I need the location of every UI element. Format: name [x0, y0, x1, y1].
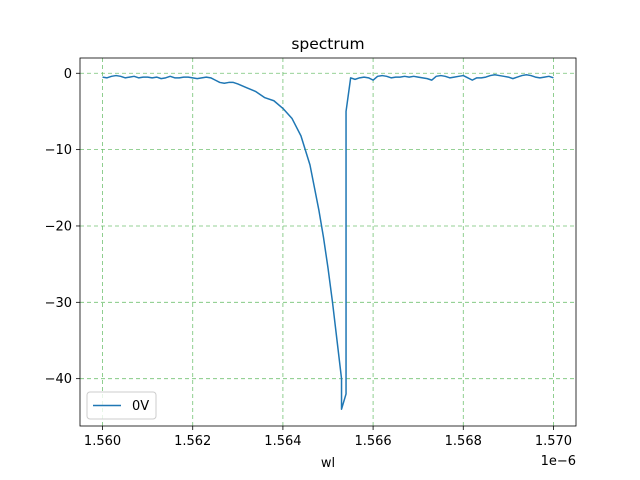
legend-label: 0V	[132, 399, 149, 414]
y-tick-label: −10	[45, 143, 72, 158]
chart-title: spectrum	[291, 35, 364, 53]
series-layer	[102, 74, 554, 410]
x-axis-label: wl	[321, 456, 335, 471]
series-line-0v	[102, 74, 554, 410]
y-tick-label: −20	[45, 219, 72, 234]
x-tick-label: 1.562	[174, 434, 211, 449]
y-tick-label: 0	[64, 67, 72, 82]
x-axis-ticks: 1.560 1.562 1.564 1.566 1.568 1.570	[84, 426, 572, 449]
y-tick-label: −40	[45, 372, 72, 387]
x-tick-label: 1.566	[354, 434, 391, 449]
plot-frame	[79, 57, 577, 427]
x-tick-label: 1.570	[535, 434, 572, 449]
grid-lines	[80, 58, 576, 426]
legend-box	[86, 391, 157, 420]
legend: 0V	[86, 391, 157, 420]
y-axis-ticks: 0 −10 −20 −30 −40	[45, 67, 80, 387]
y-tick-label: −30	[45, 296, 72, 311]
x-axis-offset-label: 1e−6	[541, 454, 576, 469]
x-tick-label: 1.560	[84, 434, 121, 449]
x-tick-label: 1.564	[264, 434, 301, 449]
x-tick-label: 1.568	[445, 434, 482, 449]
